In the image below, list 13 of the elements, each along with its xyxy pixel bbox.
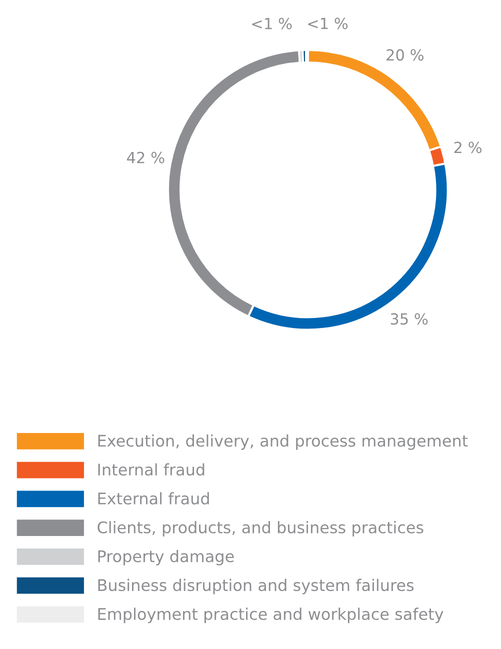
legend-label: Property damage [98, 550, 234, 566]
data-label: 2 % [454, 142, 482, 154]
legend-label: Business disruption and system failures [98, 578, 414, 594]
legend-label: Execution, delivery, and process management [98, 434, 468, 450]
legend-label: Internal fraud [98, 463, 204, 476]
legend-label: Clients, products, and business practices [98, 521, 424, 537]
legend-label: Employment practice and workplace safety [98, 608, 444, 624]
data-label: <1 % [252, 18, 292, 30]
data-label: 35 % [390, 313, 428, 325]
legend-label: External fraud [98, 492, 209, 505]
data-label: 42 % [127, 152, 164, 164]
data-label: 20 % [386, 49, 424, 61]
data-label: <1 % [308, 18, 348, 30]
